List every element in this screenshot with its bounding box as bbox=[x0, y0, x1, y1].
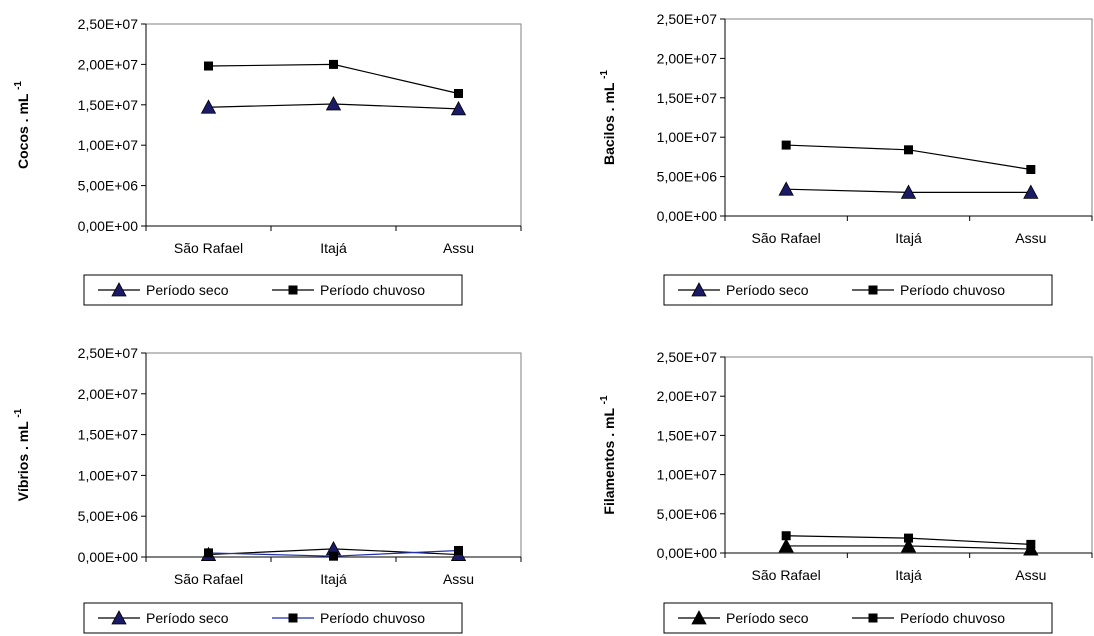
data-point-series-1 bbox=[778, 538, 794, 553]
legend-entry-2: Período chuvoso bbox=[900, 610, 1005, 626]
chart-panel-3: 0,00E+00 5,00E+06 1,00E+07 1,50E+07 2,00E+07… bbox=[13, 345, 522, 634]
plot-area bbox=[145, 352, 522, 558]
legend-entry-2: Período chuvoso bbox=[900, 282, 1005, 298]
data-point-series-1 bbox=[900, 538, 917, 553]
data-point-series-2 bbox=[329, 59, 338, 69]
data-point-series-2 bbox=[204, 61, 213, 71]
y-tick-label: 0,00E+00 bbox=[78, 218, 139, 234]
data-point-series-2 bbox=[781, 531, 791, 541]
data-point-series-2 bbox=[454, 88, 463, 98]
x-tick-label: Assu bbox=[1015, 567, 1046, 583]
data-point-series-1 bbox=[450, 100, 467, 116]
y-axis-label: Bacilos . mL -1 bbox=[599, 70, 617, 165]
x-tick-label: São Rafael bbox=[752, 567, 821, 583]
data-point-series-2 bbox=[1026, 539, 1036, 549]
y-tick-label: 5,00E+06 bbox=[657, 169, 718, 185]
data-point-series-2 bbox=[904, 145, 913, 155]
data-point-series-1 bbox=[778, 181, 794, 196]
y-tick-label: 1,00E+07 bbox=[657, 467, 718, 483]
x-tick-label: Itajá bbox=[895, 230, 922, 246]
y-tick-label: 0,00E+00 bbox=[657, 208, 718, 224]
y-tick-label: 0,00E+00 bbox=[657, 545, 718, 561]
y-tick-label: 2,00E+07 bbox=[657, 388, 718, 404]
y-tick-label: 2,50E+07 bbox=[657, 349, 718, 365]
y-axis-label-text: Filamentos . mL bbox=[601, 404, 617, 514]
y-axis-label: Víbrios . mL -1 bbox=[13, 408, 31, 501]
x-tick-label: Itajá bbox=[320, 571, 347, 587]
y-tick-label: 2,50E+07 bbox=[78, 16, 139, 32]
y-axis-label-superscript: -1 bbox=[13, 408, 24, 417]
y-tick-label: 0,00E+00 bbox=[78, 549, 139, 565]
legend-marker-2 bbox=[868, 613, 878, 623]
y-tick-label: 2,00E+07 bbox=[78, 386, 139, 402]
legend-marker-2 bbox=[288, 613, 298, 623]
legend-entry-1: Período seco bbox=[726, 282, 809, 298]
y-tick-label: 1,50E+07 bbox=[78, 97, 139, 113]
legend-entry-1: Período seco bbox=[146, 282, 229, 298]
plot-area bbox=[724, 356, 1093, 554]
y-axis-label-superscript: -1 bbox=[13, 81, 24, 90]
data-point-series-1 bbox=[325, 96, 342, 111]
chart-panel-2: 0,00E+00 5,00E+06 1,00E+07 1,50E+07 2,00E+07… bbox=[599, 11, 1093, 306]
y-tick-label: 5,00E+06 bbox=[78, 508, 139, 524]
data-point-series-2 bbox=[904, 533, 913, 543]
y-tick-label: 1,00E+07 bbox=[657, 129, 718, 145]
plot-area bbox=[145, 23, 522, 227]
data-point-series-2 bbox=[454, 545, 463, 555]
data-point-series-1 bbox=[900, 184, 917, 199]
x-tick-label: São Rafael bbox=[174, 240, 243, 256]
legend-entry-1: Período seco bbox=[726, 610, 809, 626]
x-tick-label: Assu bbox=[443, 240, 474, 256]
data-point-series-2 bbox=[1026, 165, 1036, 175]
y-tick-label: 5,00E+06 bbox=[657, 506, 718, 522]
y-tick-label: 2,00E+07 bbox=[78, 56, 139, 72]
legend-entry-2: Período chuvoso bbox=[320, 610, 425, 626]
y-tick-label: 1,50E+07 bbox=[78, 427, 139, 443]
data-point-series-1 bbox=[200, 99, 217, 114]
x-tick-label: Itajá bbox=[320, 240, 347, 256]
y-axis-label-superscript: -1 bbox=[599, 70, 610, 79]
legend-marker-1 bbox=[111, 282, 127, 297]
y-axis-label: Filamentos . mL -1 bbox=[599, 395, 617, 515]
chart-panel-1: 0,00E+00 5,00E+06 1,00E+07 1,50E+07 2,00E+07… bbox=[13, 16, 522, 306]
y-tick-label: 2,50E+07 bbox=[78, 345, 139, 361]
x-tick-label: Assu bbox=[443, 571, 474, 587]
legend-entry-2: Período chuvoso bbox=[320, 282, 425, 298]
y-tick-label: 2,00E+07 bbox=[657, 50, 718, 66]
y-axis-label: Cocos . mL -1 bbox=[13, 81, 31, 169]
legend-marker-1 bbox=[111, 610, 127, 625]
x-tick-label: São Rafael bbox=[752, 230, 821, 246]
y-tick-label: 1,00E+07 bbox=[78, 137, 139, 153]
y-axis-label-text: Cocos . mL bbox=[15, 90, 31, 169]
data-point-series-2 bbox=[329, 551, 338, 561]
x-tick-label: Itajá bbox=[895, 567, 922, 583]
chart-panel-4: 0,00E+00 5,00E+06 1,00E+07 1,50E+07 2,00E+07… bbox=[599, 349, 1093, 634]
y-axis-label-text: Bacilos . mL bbox=[601, 79, 617, 165]
y-tick-label: 1,00E+07 bbox=[78, 467, 139, 483]
y-tick-label: 2,50E+07 bbox=[657, 11, 718, 27]
data-point-series-1 bbox=[1023, 184, 1039, 199]
y-axis-label-text: Víbrios . mL bbox=[15, 418, 31, 502]
data-point-series-2 bbox=[781, 140, 791, 150]
y-tick-label: 1,50E+07 bbox=[657, 427, 718, 443]
y-tick-label: 5,00E+06 bbox=[78, 178, 139, 194]
x-tick-label: São Rafael bbox=[174, 571, 243, 587]
data-point-series-2 bbox=[204, 548, 213, 558]
legend-entry-1: Período seco bbox=[146, 610, 229, 626]
y-axis-label-superscript: -1 bbox=[599, 395, 610, 404]
legend-marker-2 bbox=[288, 285, 298, 295]
legend-marker-1 bbox=[691, 610, 707, 625]
y-tick-label: 1,50E+07 bbox=[657, 90, 718, 106]
x-tick-label: Assu bbox=[1015, 230, 1046, 246]
legend-marker-2 bbox=[868, 285, 878, 295]
legend-marker-1 bbox=[691, 282, 707, 297]
